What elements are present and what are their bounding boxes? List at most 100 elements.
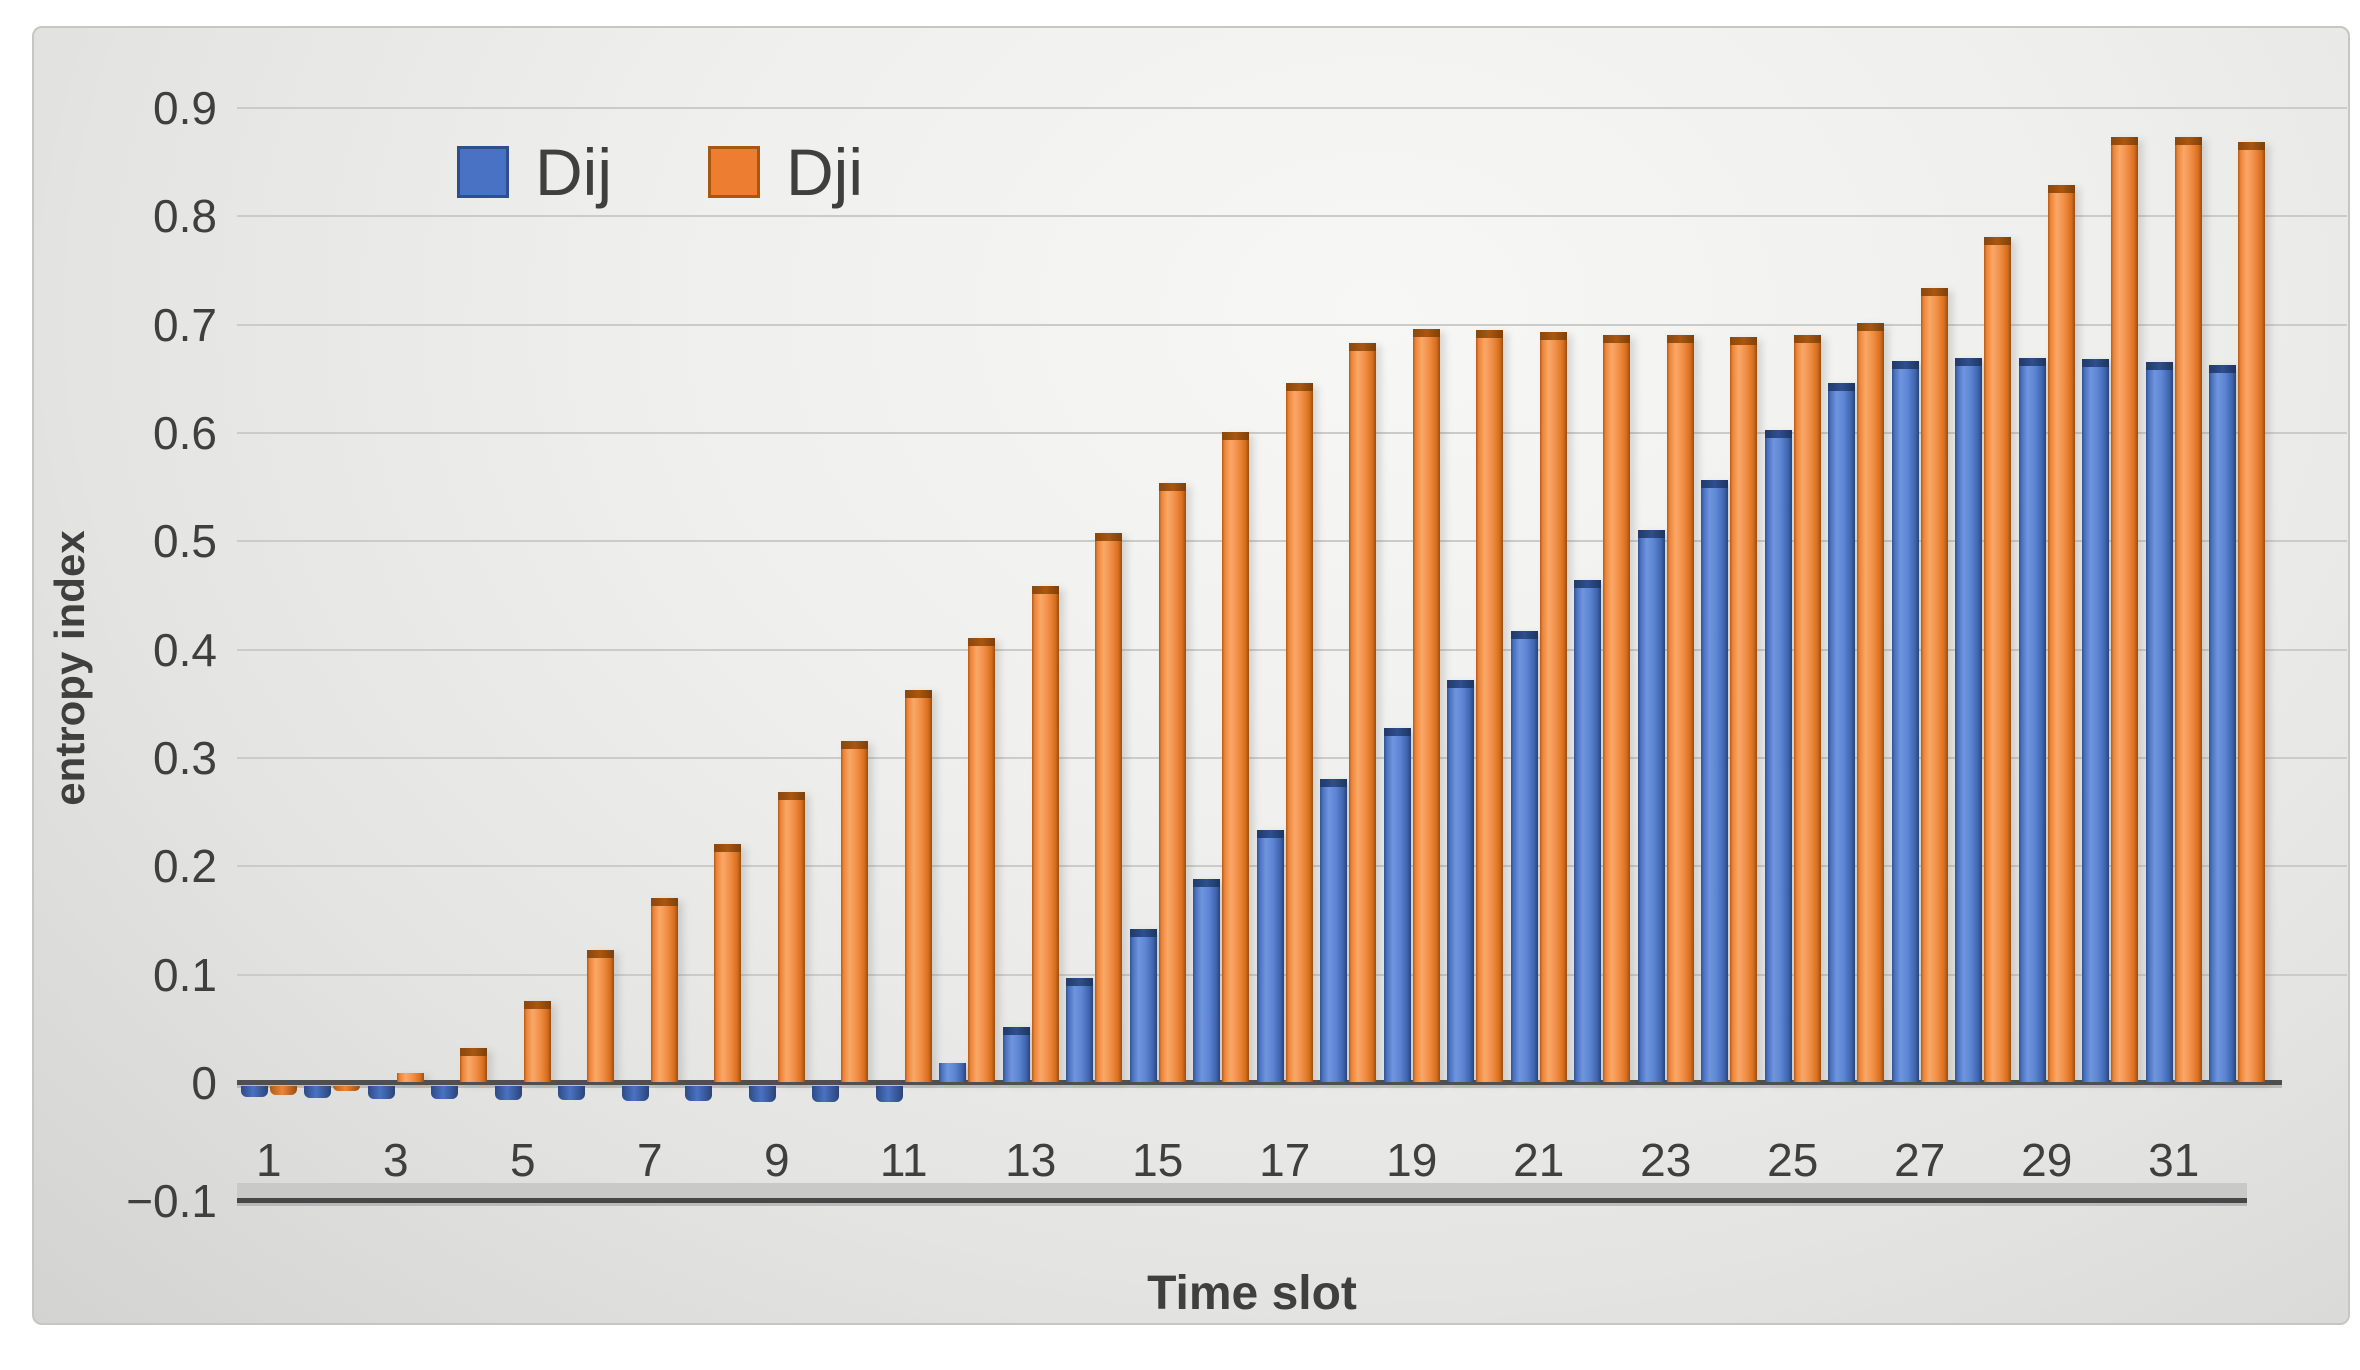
bar-dji-27: [1920, 287, 1948, 1082]
x-tick-21: 21: [1513, 1134, 1565, 1186]
bar-dij-7: [621, 1086, 649, 1102]
bar-dij-20: [1447, 680, 1475, 1082]
bar-dij-18: [1320, 778, 1348, 1082]
bar-dij-27: [1891, 360, 1919, 1082]
bar-top-cap: [1891, 360, 1919, 369]
bar-top-cap: [2238, 141, 2266, 150]
bar-top-cap: [1002, 1026, 1030, 1035]
bar-dji-16: [1222, 432, 1250, 1082]
bar-top-cap: [904, 689, 932, 698]
bar-top-cap: [587, 949, 615, 958]
bar-dji-23: [1666, 334, 1694, 1082]
bar-top-cap: [2047, 185, 2075, 193]
legend-item-dij: Dij: [457, 137, 612, 207]
bar-top-cap: [1793, 334, 1821, 343]
bar-dij-11: [875, 1086, 903, 1103]
y-tick-0.2: 0.2: [153, 840, 217, 893]
legend-item-dji: Dji: [708, 137, 863, 207]
chart-panel: entropy index Dij Dji 0.9 0.8 0.7 0.6 0.5 0.4…: [32, 26, 2350, 1325]
x-axis-title: Time slot: [1147, 1267, 1357, 1320]
bar-top-cap: [1857, 322, 1885, 331]
x-tick-13: 13: [1005, 1134, 1057, 1186]
bar-top-cap: [1320, 778, 1348, 787]
bar-top-cap: [2018, 358, 2046, 367]
bar-dji-4: [460, 1048, 488, 1082]
bar-dij-22: [1574, 580, 1602, 1082]
y-tick-0.3: 0.3: [153, 732, 217, 784]
bar-dji-31: [2174, 137, 2202, 1082]
bar-dij-4: [431, 1086, 459, 1099]
bar-top-cap: [460, 1048, 488, 1057]
bar-dji-6: [587, 949, 615, 1082]
x-tick-25: 25: [1767, 1134, 1819, 1186]
bar-dji-17: [1285, 383, 1313, 1082]
bar-dij-31: [2145, 361, 2173, 1082]
y-tick-−0.1: −0.1: [126, 1175, 217, 1227]
zero-line: [237, 1080, 2282, 1085]
bar-top-cap: [1066, 978, 1094, 986]
x-tick-27: 27: [1894, 1134, 1946, 1186]
bar-dij-12: [939, 1062, 967, 1082]
x-tick-1: 1: [255, 1134, 282, 1186]
bar-dij-32: [2209, 364, 2237, 1082]
y-tick-0.5: 0.5: [153, 515, 217, 568]
bar-dji-24: [1730, 336, 1758, 1082]
bar-top-cap: [1539, 332, 1567, 341]
gridline-0p8: [237, 215, 2347, 218]
bar-top-cap: [1158, 482, 1186, 491]
bar-dji-2: [333, 1086, 361, 1092]
bar-dij-2: [304, 1086, 332, 1098]
bar-dij-15: [1129, 929, 1157, 1082]
bar-top-cap: [1984, 237, 2012, 245]
bar-top-cap: [2082, 359, 2110, 368]
bar-dji-9: [777, 791, 805, 1082]
plot-area: Dij Dji 0.9 0.8 0.7 0.6 0.5 0.4 0.3 0.2 0.1 0 −0.1…: [126, 82, 2347, 1317]
bar-dji-10: [841, 740, 869, 1082]
bar-top-cap: [1701, 479, 1729, 488]
x-tick-17: 17: [1259, 1134, 1311, 1186]
x-tick-5: 5: [509, 1134, 536, 1186]
bar-dji-1: [269, 1086, 297, 1095]
gridline-0p9: [237, 107, 2347, 109]
bar-dij-8: [685, 1086, 713, 1102]
bar-top-cap: [2111, 137, 2139, 146]
bar-top-cap: [1031, 585, 1059, 594]
bar-dji-5: [523, 1000, 551, 1082]
x-tick-7: 7: [636, 1134, 663, 1186]
x-tick-11: 11: [879, 1134, 928, 1186]
bar-top-cap: [1383, 727, 1411, 736]
bar-dji-21: [1539, 332, 1567, 1082]
bar-dij-23: [1637, 529, 1665, 1082]
bar-dij-5: [494, 1086, 522, 1101]
bar-dji-22: [1603, 334, 1631, 1082]
legend-swatch-dij: [457, 146, 509, 198]
y-tick-0.4: 0.4: [153, 623, 217, 676]
bar-top-cap: [1603, 334, 1631, 343]
bar-dji-8: [714, 843, 742, 1082]
y-tick-0.6: 0.6: [153, 407, 217, 459]
bar-dji-32: [2238, 141, 2266, 1082]
bar-dji-25: [1793, 334, 1821, 1082]
bar-dij-19: [1383, 727, 1411, 1082]
bar-top-cap: [2145, 361, 2173, 370]
floor-band: [237, 1183, 2247, 1198]
bar-top-cap: [714, 843, 742, 852]
bar-top-cap: [1476, 330, 1504, 339]
bar-top-cap: [841, 740, 869, 749]
y-tick-0.9: 0.9: [153, 82, 217, 134]
bar-dij-16: [1193, 879, 1221, 1082]
bar-top-cap: [1510, 631, 1538, 640]
bar-dij-1: [240, 1086, 268, 1097]
bar-dij-30: [2082, 359, 2110, 1082]
bar-dji-11: [904, 689, 932, 1082]
bar-dij-3: [367, 1086, 395, 1099]
bar-top-cap: [1193, 879, 1221, 888]
x-axis-line: [237, 1198, 2247, 1203]
bar-top-cap: [1574, 580, 1602, 589]
bar-dji-15: [1158, 482, 1186, 1082]
bar-dji-30: [2111, 137, 2139, 1082]
legend: Dij Dji: [457, 137, 863, 207]
bar-top-cap: [968, 637, 996, 646]
bar-top-cap: [1637, 529, 1665, 538]
bar-top-cap: [1256, 829, 1284, 838]
